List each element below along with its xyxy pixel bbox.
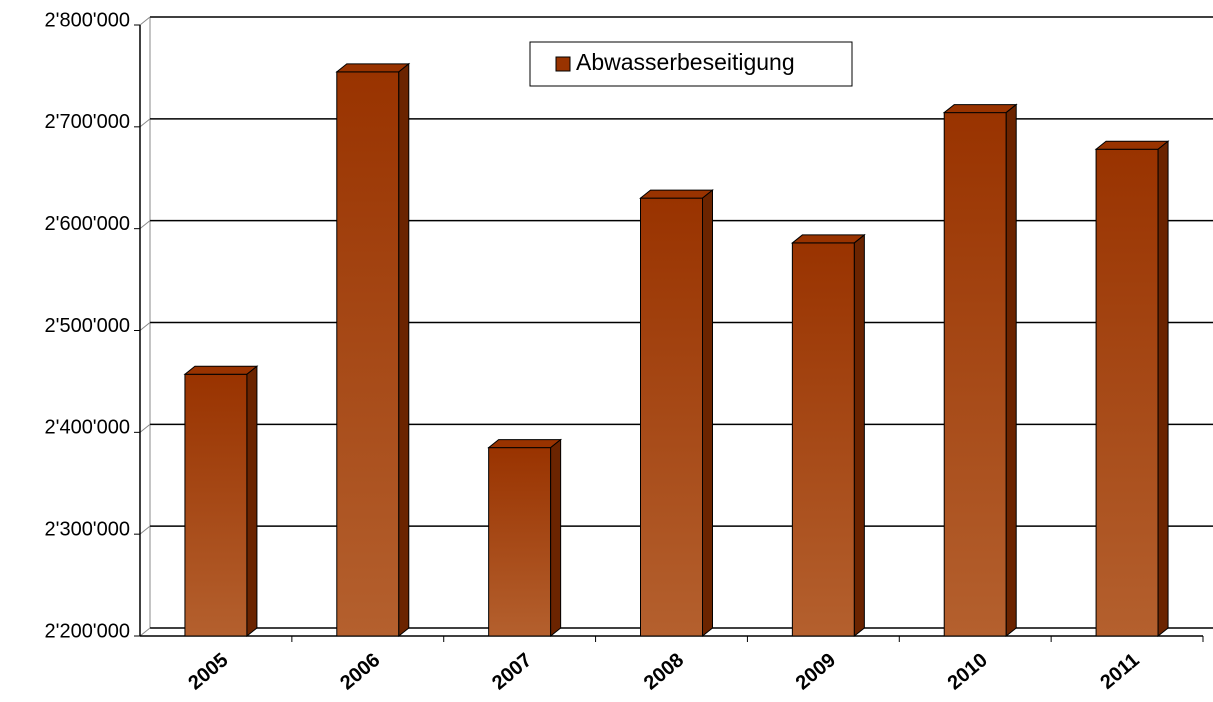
y-tick-label: 2'200'000 — [45, 620, 131, 642]
x-tick-label: 2007 — [488, 649, 536, 694]
bar — [1095, 148, 1159, 637]
y-tick-label: 2'800'000 — [45, 9, 131, 31]
bar-side — [398, 62, 410, 638]
x-tick-label: 2005 — [184, 649, 232, 694]
grid-line-side — [139, 423, 151, 433]
bar — [184, 373, 248, 637]
bar-side — [246, 365, 258, 638]
bar — [943, 112, 1007, 637]
bar — [640, 197, 703, 637]
grid-line-side — [139, 525, 151, 535]
grid-line-side — [139, 16, 151, 26]
grid-line-side — [139, 322, 151, 331]
y-tick-label: 2'700'000 — [45, 111, 131, 133]
x-tick-label: 2010 — [944, 649, 992, 694]
bar — [488, 447, 552, 637]
x-tick-label: 2009 — [792, 649, 840, 694]
x-tick-label: 2008 — [640, 649, 688, 694]
y-tick-label: 2'500'000 — [45, 315, 131, 337]
grid-line-side — [139, 118, 151, 128]
x-tick-label: 2011 — [1096, 649, 1143, 694]
grid-line-side — [139, 220, 151, 230]
bar-side — [1005, 103, 1017, 638]
y-tick-label: 2'300'000 — [45, 518, 131, 540]
y-tick-label: 2'600'000 — [45, 213, 131, 235]
bar-top — [790, 234, 866, 244]
bar — [791, 242, 855, 637]
bar — [336, 71, 400, 637]
bar-top — [1094, 140, 1170, 150]
bar-side — [853, 233, 865, 638]
bar-side — [1157, 140, 1169, 638]
bar-top — [487, 439, 563, 449]
bar-side — [550, 438, 562, 638]
bar-side — [702, 189, 713, 638]
grid-line-side — [139, 627, 151, 637]
bar-top — [335, 63, 411, 73]
x-tick-label: 2006 — [336, 649, 384, 694]
legend-box — [529, 41, 853, 87]
y-tick-label: 2'400'000 — [45, 417, 131, 439]
bar-top — [183, 365, 259, 375]
bar-top — [942, 104, 1018, 114]
legend-swatch — [555, 56, 571, 72]
bar-top — [639, 189, 714, 199]
legend-label: Abwasserbeseitigung — [576, 49, 795, 75]
